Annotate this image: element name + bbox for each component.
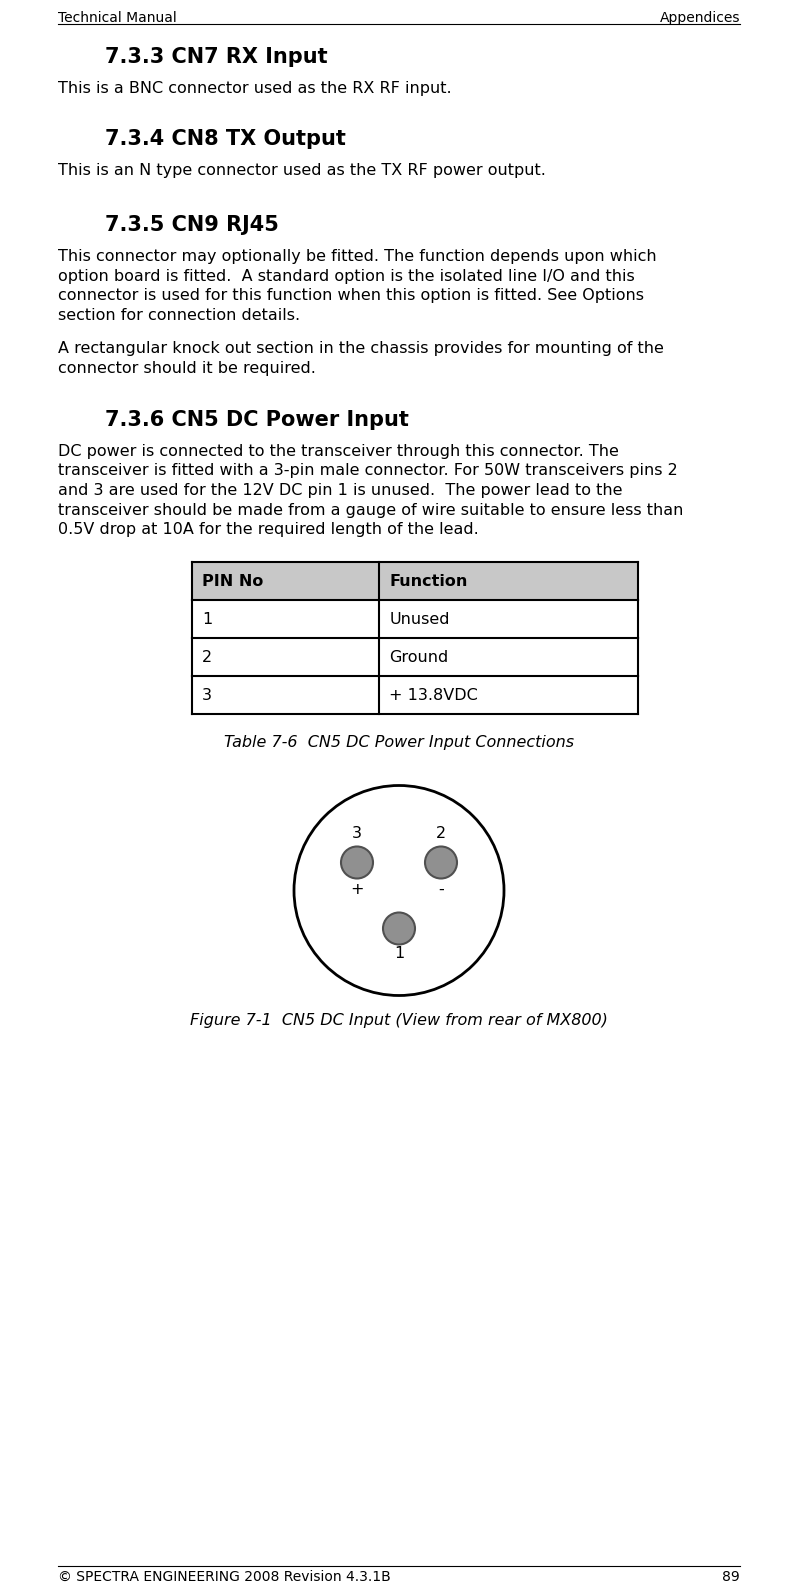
Bar [192, 562, 638, 600]
Text: 3: 3 [202, 688, 212, 702]
Text: connector is used for this function when this option is fitted. See Options: connector is used for this function when… [58, 287, 644, 303]
Text: Table 7-6  CN5 DC Power Input Connections: Table 7-6 CN5 DC Power Input Connections [224, 736, 574, 750]
Text: This is a BNC connector used as the RX RF input.: This is a BNC connector used as the RX R… [58, 81, 452, 96]
Text: Appendices: Appendices [659, 11, 740, 26]
Circle shape [383, 913, 415, 945]
Text: Figure 7-1  CN5 DC Input (View from rear of MX800): Figure 7-1 CN5 DC Input (View from rear … [190, 1013, 608, 1028]
Text: Unused: Unused [389, 611, 450, 627]
Text: 2: 2 [202, 650, 212, 664]
Text: option board is fitted.  A standard option is the isolated line I/O and this: option board is fitted. A standard optio… [58, 268, 634, 284]
Text: 1: 1 [202, 611, 212, 627]
Text: 2: 2 [436, 825, 446, 841]
Circle shape [341, 846, 373, 878]
Text: PIN No: PIN No [202, 573, 263, 589]
Text: +: + [350, 881, 364, 897]
Text: A rectangular knock out section in the chassis provides for mounting of the: A rectangular knock out section in the c… [58, 342, 664, 356]
Text: Technical Manual: Technical Manual [58, 11, 176, 26]
Text: and 3 are used for the 12V DC pin 1 is unused.  The power lead to the: and 3 are used for the 12V DC pin 1 is u… [58, 484, 622, 498]
Text: 7.3.5 CN9 RJ45: 7.3.5 CN9 RJ45 [105, 215, 279, 235]
Circle shape [294, 785, 504, 996]
Text: 7.3.6 CN5 DC Power Input: 7.3.6 CN5 DC Power Input [105, 410, 409, 429]
Text: 1: 1 [394, 946, 404, 961]
Text: 7.3.3 CN7 RX Input: 7.3.3 CN7 RX Input [105, 46, 328, 67]
Text: 0.5V drop at 10A for the required length of the lead.: 0.5V drop at 10A for the required length… [58, 522, 479, 536]
Text: + 13.8VDC: + 13.8VDC [389, 688, 478, 702]
Text: section for connection details.: section for connection details. [58, 308, 300, 322]
Text: transceiver should be made from a gauge of wire suitable to ensure less than: transceiver should be made from a gauge … [58, 503, 683, 517]
Circle shape [425, 846, 457, 878]
Text: This connector may optionally be fitted. The function depends upon which: This connector may optionally be fitted.… [58, 249, 657, 263]
Text: Function: Function [389, 573, 468, 589]
Text: 3: 3 [352, 825, 362, 841]
Text: 7.3.4 CN8 TX Output: 7.3.4 CN8 TX Output [105, 129, 346, 148]
Text: connector should it be required.: connector should it be required. [58, 361, 316, 375]
Text: © SPECTRA ENGINEERING 2008 Revision 4.3.1B: © SPECTRA ENGINEERING 2008 Revision 4.3.… [58, 1570, 391, 1583]
Text: transceiver is fitted with a 3-pin male connector. For 50W transceivers pins 2: transceiver is fitted with a 3-pin male … [58, 463, 678, 479]
Text: Ground: Ground [389, 650, 448, 664]
Text: DC power is connected to the transceiver through this connector. The: DC power is connected to the transceiver… [58, 444, 619, 460]
Text: This is an N type connector used as the TX RF power output.: This is an N type connector used as the … [58, 163, 546, 179]
Text: -: - [438, 881, 444, 897]
Text: 89: 89 [722, 1570, 740, 1583]
